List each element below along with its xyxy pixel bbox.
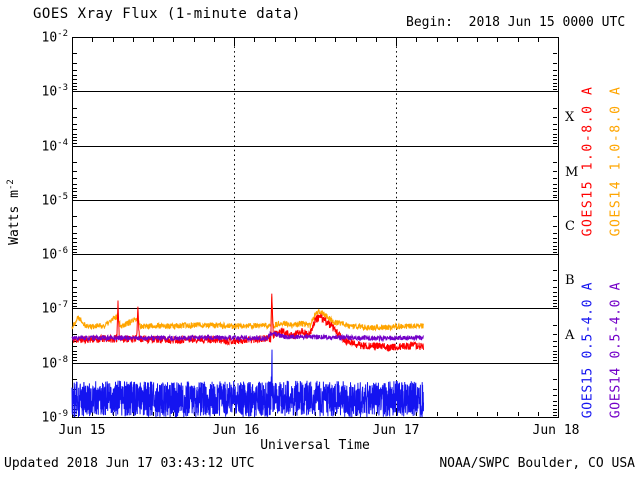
x-tick-label: Jun 17 [372,423,420,438]
chart-title: GOES Xray Flux (1-minute data) [33,6,301,22]
y-tick-label: 10-5 [41,191,69,209]
x-ticks [72,38,559,416]
series-goes15-long [71,293,424,352]
flare-class-B: B [565,273,575,289]
flare-class-A: A [565,327,575,343]
x-axis-title: Universal Time [260,438,370,453]
legend-item: GOES14 0.5-4.0 A [608,281,624,419]
legend-item: GOES15 1.0-8.0 A [580,85,596,237]
flare-class-X: X [565,110,575,126]
plot-frame [72,37,559,418]
y-tick-label: 10-6 [41,246,69,263]
y-tick-label: 10-4 [41,137,69,154]
y-tick-label: 10-8 [41,354,69,372]
flare-class-M: M [565,164,579,180]
series-goes15-short [71,349,424,418]
x-tick-label: Jun 16 [212,423,260,438]
flare-class-C: C [565,219,575,234]
y-tick-label: 10-9 [41,409,69,426]
updated-timestamp: Updated 2018 Jun 17 03:43:12 UTC [4,456,255,471]
y-tick-label: 10-2 [41,29,69,46]
x-tick-label: Jun 18 [532,423,580,438]
y-ticks [73,37,557,418]
y-tick-label: 10-3 [41,83,69,100]
y-axis-title-exponent: -2 [5,179,16,191]
credit-text: NOAA/SWPC Boulder, CO USA [439,456,635,471]
series-goes14-short [71,330,424,343]
x-tick-label: Jun 15 [58,423,106,438]
legend-item: GOES14 1.0-8.0 A [608,85,624,237]
series-goes14-long [71,296,424,332]
legend-item: GOES15 0.5-4.0 A [580,281,596,419]
y-tick-label: 10-7 [41,300,69,317]
y-axis-title: Watts m-2 [6,179,22,245]
y-axis-title-text: Watts m [7,190,23,245]
begin-time-label: Begin: 2018 Jun 15 0000 UTC [406,15,626,30]
